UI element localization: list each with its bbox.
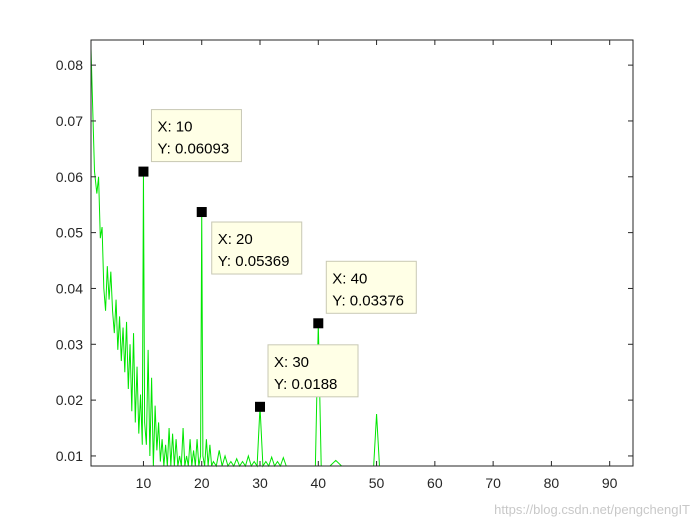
datatip-box	[211, 221, 303, 275]
watermark: https://blog.csdn.net/pengchengIT	[494, 502, 690, 517]
datatip-x-label: X: 30	[274, 354, 309, 371]
axes-box	[90, 39, 634, 467]
datatip-3[interactable]: X: 40 Y: 0.03376	[313, 260, 417, 329]
datatip-x-label: X: 40	[332, 270, 367, 287]
x-tick-label: 50	[369, 475, 385, 491]
x-tick-label: 80	[544, 475, 560, 491]
datatip-y-label: Y: 0.06093	[157, 141, 229, 158]
datatip-0[interactable]: X: 10 Y: 0.06093	[138, 109, 242, 177]
datatip-marker[interactable]	[313, 318, 324, 329]
x-tick-label: 30	[252, 475, 268, 491]
x-tick-label: 40	[311, 475, 327, 491]
datatip-marker[interactable]	[196, 207, 207, 218]
x-tick-label: 10	[136, 475, 152, 491]
y-tick-label: 0.01	[56, 448, 83, 464]
datatips-layer: X: 10 Y: 0.06093 X: 20 Y: 0.05369 X: 30 Y: 0.…	[138, 109, 417, 412]
datatip-1[interactable]: X: 20 Y: 0.05369	[196, 207, 303, 275]
datatip-box	[267, 344, 359, 398]
datatip-y-label: Y: 0.05369	[218, 253, 290, 270]
datatip-x-label: X: 10	[157, 119, 192, 136]
x-tick-label: 90	[602, 475, 618, 491]
x-tick-label: 70	[485, 475, 501, 491]
y-tick-label: 0.06	[56, 169, 83, 185]
y-tick-label: 0.07	[56, 113, 83, 129]
x-tick-label: 20	[194, 475, 210, 491]
datatip-marker[interactable]	[255, 401, 266, 412]
y-tick-label: 0.05	[56, 225, 83, 241]
y-tick-label: 0.03	[56, 336, 83, 352]
datatip-box	[325, 260, 417, 314]
y-tick-label: 0.02	[56, 392, 83, 408]
datatip-y-label: Y: 0.0188	[274, 376, 337, 393]
x-tick-label: 60	[427, 475, 443, 491]
ticks-layer: 10 20 30 40 50 60 70 80 90 0.01 0.02 0.03 0.04 0.05 0.…	[56, 40, 633, 491]
datatip-2[interactable]: X: 30 Y: 0.0188	[255, 344, 359, 412]
y-tick-label: 0.04	[56, 280, 83, 296]
plot-area	[91, 40, 633, 466]
datatip-box	[150, 109, 242, 163]
datatip-marker[interactable]	[138, 166, 149, 177]
y-tick-label: 0.08	[56, 57, 83, 73]
datatip-y-label: Y: 0.03376	[332, 292, 404, 309]
datatip-x-label: X: 20	[218, 231, 253, 248]
